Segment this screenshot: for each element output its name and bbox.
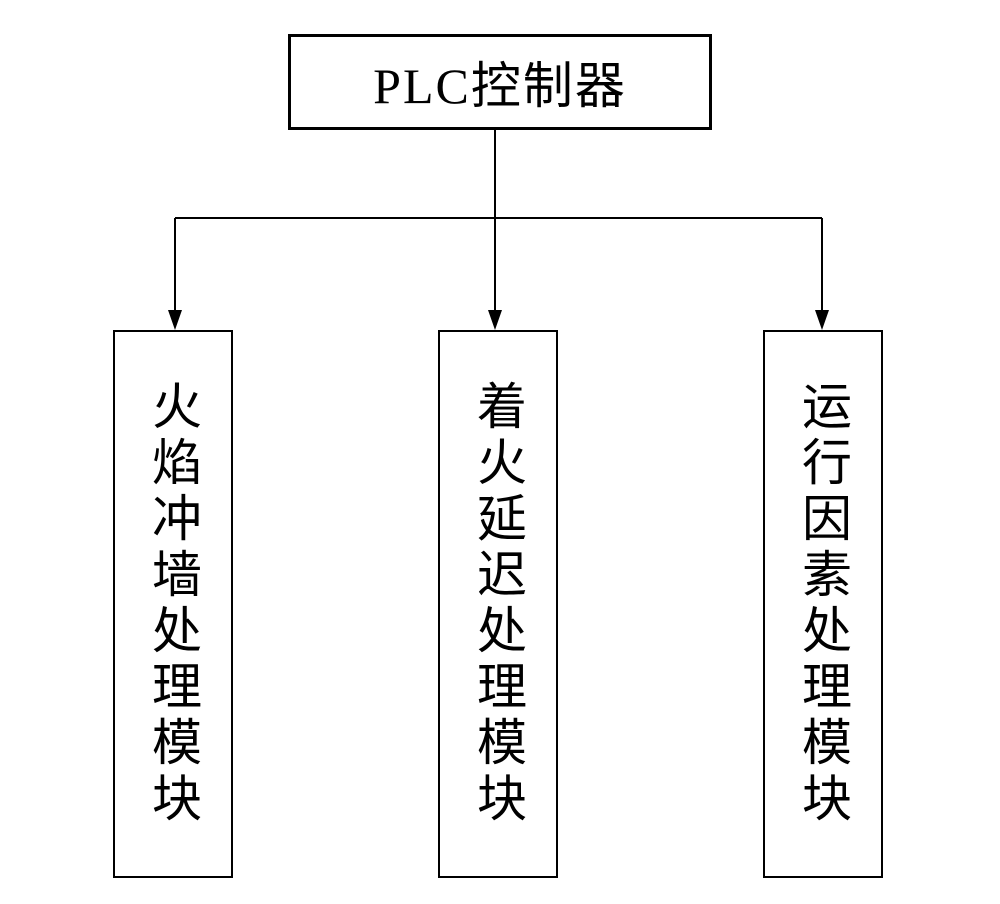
node-child-left: 火焰冲墙处理模块 <box>113 330 233 878</box>
node-root-label: PLC控制器 <box>373 46 627 118</box>
node-child-right: 运行因素处理模块 <box>763 330 883 878</box>
node-child-left-label: 火焰冲墙处理模块 <box>148 380 198 828</box>
node-child-right-label: 运行因素处理模块 <box>798 380 848 828</box>
diagram-canvas: PLC控制器 火焰冲墙处理模块 着火延迟处理模块 运行因素处理模块 <box>0 0 1000 904</box>
edge-group <box>168 130 829 330</box>
node-child-mid: 着火延迟处理模块 <box>438 330 558 878</box>
node-child-mid-label: 着火延迟处理模块 <box>473 380 523 828</box>
node-root: PLC控制器 <box>288 34 712 130</box>
